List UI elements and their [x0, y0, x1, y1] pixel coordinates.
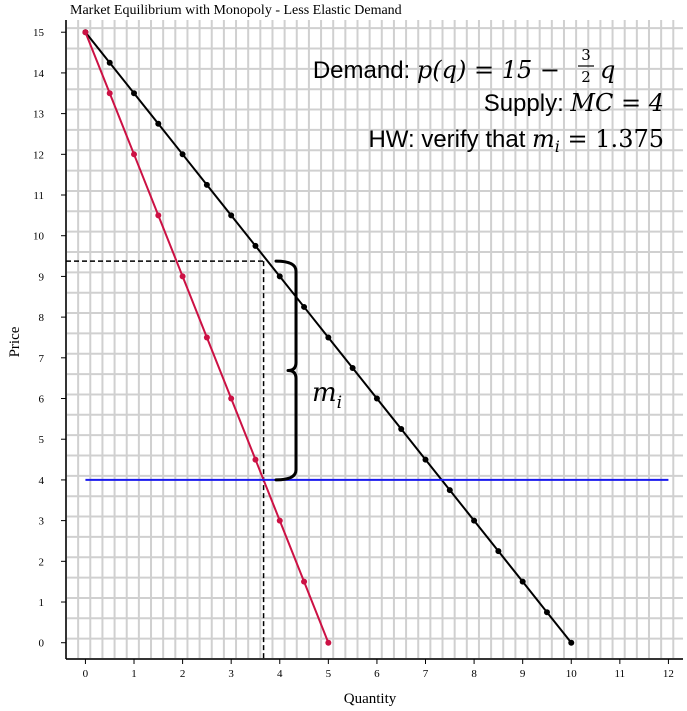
demand-prefix: Demand:	[313, 57, 417, 84]
y-tick-label: 0	[39, 638, 45, 650]
y-tick-label: 12	[33, 149, 44, 161]
x-tick-label: 2	[180, 668, 186, 680]
demand-point	[349, 364, 356, 371]
demand-point	[203, 181, 210, 188]
fraction-denominator: 2	[581, 68, 591, 86]
x-axis-label: Quantity	[344, 691, 397, 707]
y-tick-label: 6	[39, 394, 45, 406]
demand-point	[398, 426, 405, 433]
x-tick-label: 7	[423, 668, 429, 680]
demand-point	[131, 90, 138, 97]
grid	[65, 20, 683, 660]
x-tick-label: 6	[374, 668, 380, 680]
demand-lhs: p(q) = 15 −	[417, 56, 560, 84]
x-tick-label: 4	[277, 668, 283, 680]
demand-equation: Demand: p(q) = 15 −	[313, 56, 560, 84]
brace-subscript: i	[337, 393, 342, 413]
x-tick-label: 11	[615, 668, 626, 680]
y-tick-label: 15	[33, 27, 45, 39]
y-tick-label: 7	[39, 353, 45, 365]
demand-point	[495, 548, 502, 555]
demand-point	[568, 639, 575, 646]
supply-prefix: Supply:	[484, 90, 571, 117]
fraction-numerator: 3	[581, 46, 591, 64]
y-axis-label: Price	[7, 326, 23, 357]
markup-brace: mi	[274, 259, 342, 482]
chart-title: Market Equilibrium with Monopoly - Less …	[70, 3, 402, 18]
hw-variable: m	[532, 125, 555, 153]
demand-point	[179, 151, 186, 158]
marginal-revenue-point	[301, 578, 308, 585]
demand-point	[228, 212, 235, 219]
demand-point	[373, 395, 380, 402]
marginal-revenue-point	[228, 395, 235, 402]
brace-variable: m	[312, 378, 337, 408]
marginal-revenue-point	[252, 456, 259, 463]
y-tick-label: 14	[33, 68, 45, 80]
marginal-revenue-point	[155, 212, 162, 219]
hw-equation: HW: verify that mi = 1.375	[368, 125, 664, 156]
demand-point	[106, 59, 113, 66]
demand-point	[276, 273, 283, 280]
demand-point	[471, 517, 478, 524]
brace-label: mi	[312, 378, 342, 413]
supply-equation: Supply: MC = 4	[484, 89, 664, 117]
y-tick-label: 11	[33, 190, 44, 202]
x-tick-label: 3	[228, 668, 234, 680]
demand-point	[446, 487, 453, 494]
y-tick-label: 13	[33, 109, 45, 121]
demand-point	[422, 456, 429, 463]
marginal-revenue-point	[82, 29, 89, 36]
hw-subscript: i	[555, 137, 560, 156]
x-tick-label: 5	[326, 668, 332, 680]
supply-math: MC = 4	[569, 89, 664, 117]
hw-value: = 1.375	[560, 125, 664, 153]
x-tick-label: 8	[471, 668, 477, 680]
x-tick-label: 12	[663, 668, 674, 680]
marginal-revenue-point	[179, 273, 186, 280]
x-tick-label: 1	[131, 668, 137, 680]
demand-point	[325, 334, 332, 341]
y-tick-label: 1	[39, 597, 45, 609]
y-tick-label: 8	[39, 312, 45, 324]
y-tick-label: 5	[39, 434, 45, 446]
demand-variable: q	[600, 56, 615, 84]
demand-point	[155, 120, 162, 127]
demand-point	[252, 242, 259, 249]
marginal-revenue-point	[325, 639, 332, 646]
y-tick-label: 10	[33, 231, 45, 243]
equilibrium-guides	[66, 260, 265, 659]
x-tick-label: 9	[520, 668, 526, 680]
demand-point	[543, 609, 550, 616]
x-tick-label: 0	[83, 668, 89, 680]
marginal-revenue-point	[131, 151, 138, 158]
hw-prefix: HW: verify that	[368, 126, 532, 153]
y-tick-label: 4	[39, 475, 45, 487]
curly-brace	[274, 259, 298, 482]
x-tick-label: 10	[566, 668, 578, 680]
demand-point	[301, 303, 308, 310]
demand-point	[519, 578, 526, 585]
series-layer	[82, 29, 669, 646]
y-tick-label: 2	[39, 556, 45, 568]
y-tick-label: 3	[39, 516, 45, 528]
y-tick-label: 9	[39, 271, 45, 283]
equation-block: Demand: p(q) = 15 − 3 2 q Supply: MC = 4…	[313, 46, 664, 156]
marginal-revenue-point	[203, 334, 210, 341]
marginal-revenue-point	[276, 517, 283, 524]
marginal-revenue-point	[106, 90, 113, 97]
